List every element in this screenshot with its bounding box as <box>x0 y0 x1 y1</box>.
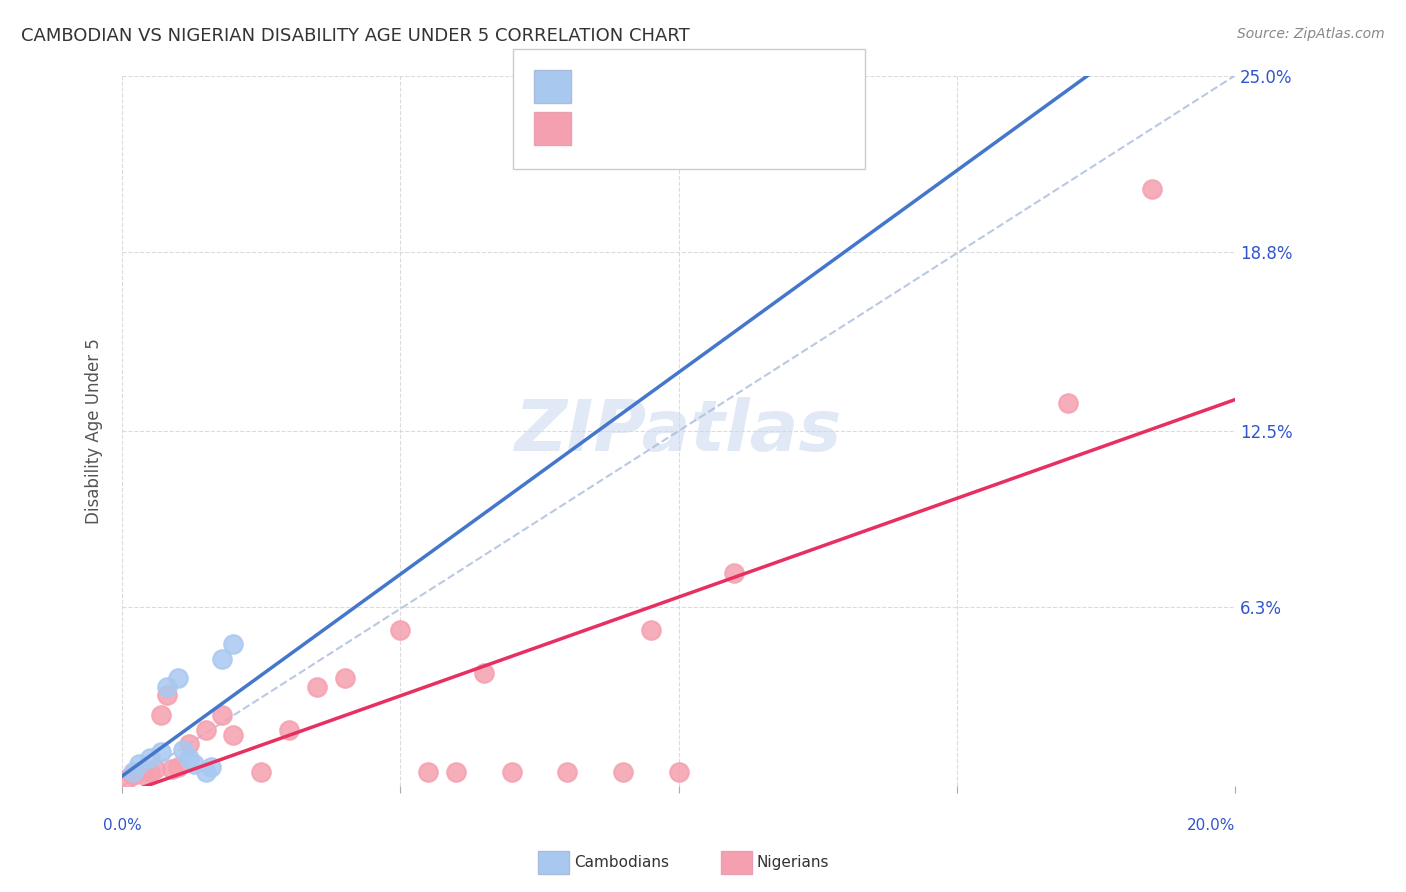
Text: 0.533: 0.533 <box>616 78 672 95</box>
Point <box>177 737 200 751</box>
Point <box>117 771 139 785</box>
Point <box>183 756 205 771</box>
Point <box>166 672 188 686</box>
Point <box>278 723 301 737</box>
Point <box>200 759 222 773</box>
Text: 20.0%: 20.0% <box>1187 819 1234 833</box>
Text: Source: ZipAtlas.com: Source: ZipAtlas.com <box>1237 27 1385 41</box>
Point <box>150 745 173 759</box>
Text: Nigerians: Nigerians <box>756 855 830 870</box>
Point <box>155 689 177 703</box>
Point <box>211 708 233 723</box>
Point <box>177 751 200 765</box>
Point <box>333 672 356 686</box>
Text: 30: 30 <box>721 120 747 137</box>
Point <box>612 765 634 780</box>
Text: N =: N = <box>682 78 713 95</box>
Point <box>139 765 162 780</box>
Text: 0.771: 0.771 <box>616 120 672 137</box>
Point <box>150 708 173 723</box>
Point <box>501 765 523 780</box>
Point <box>172 742 194 756</box>
Y-axis label: Disability Age Under 5: Disability Age Under 5 <box>86 338 103 524</box>
Text: ZIPatlas: ZIPatlas <box>515 397 842 466</box>
Text: R =: R = <box>579 78 610 95</box>
Point <box>222 728 245 742</box>
Text: Cambodians: Cambodians <box>574 855 669 870</box>
Point <box>723 566 745 581</box>
Text: N =: N = <box>682 120 713 137</box>
Point <box>145 763 167 777</box>
Point <box>134 768 156 782</box>
Text: CAMBODIAN VS NIGERIAN DISABILITY AGE UNDER 5 CORRELATION CHART: CAMBODIAN VS NIGERIAN DISABILITY AGE UND… <box>21 27 690 45</box>
Point <box>139 751 162 765</box>
Point <box>555 765 578 780</box>
Point <box>128 765 150 780</box>
Point <box>122 765 145 780</box>
Point <box>194 723 217 737</box>
Point <box>444 765 467 780</box>
Text: 0.0%: 0.0% <box>103 819 142 833</box>
Point <box>472 665 495 680</box>
Point <box>166 759 188 773</box>
Point <box>668 765 690 780</box>
Point <box>155 680 177 694</box>
Point <box>122 768 145 782</box>
Point <box>211 651 233 665</box>
Point <box>128 756 150 771</box>
Point <box>222 637 245 651</box>
Text: R =: R = <box>579 120 610 137</box>
Point <box>1057 395 1080 409</box>
Point <box>640 623 662 637</box>
Point <box>250 765 273 780</box>
Point <box>194 765 217 780</box>
Point <box>160 763 183 777</box>
Point <box>418 765 440 780</box>
Point <box>1140 182 1163 196</box>
Text: 13: 13 <box>721 78 747 95</box>
Point <box>389 623 412 637</box>
Point <box>305 680 328 694</box>
